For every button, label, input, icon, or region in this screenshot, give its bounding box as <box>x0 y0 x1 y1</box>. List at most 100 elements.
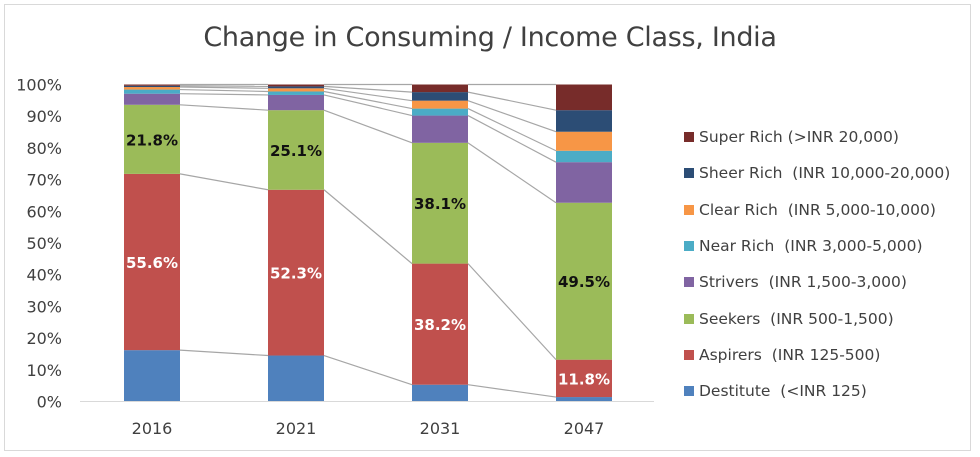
series-connector-line <box>467 100 557 133</box>
legend-item: Super Rich (>INR 20,000) <box>684 119 950 155</box>
data-label: 25.1% <box>270 142 322 160</box>
y-tick-label: 0% <box>37 393 62 412</box>
series-connector-line <box>179 86 269 89</box>
chart-frame <box>4 4 971 451</box>
series-connector-line <box>467 263 557 361</box>
series-connector-lines <box>179 83 557 398</box>
series-connector-line <box>323 90 413 110</box>
legend-item: Clear Rich (INR 5,000-10,000) <box>684 192 950 228</box>
bar-segment <box>412 115 468 143</box>
y-tick-label: 60% <box>26 202 62 221</box>
bar-segment <box>268 88 324 92</box>
series-connector-line <box>467 142 557 204</box>
series-connector-line <box>467 91 557 111</box>
series-connector-line <box>323 94 413 117</box>
bar-segment <box>412 384 468 402</box>
series-connector-line <box>179 104 269 111</box>
bar-segment <box>124 173 180 351</box>
data-label: 21.8% <box>126 131 178 149</box>
legend-item: Seekers (INR 500-1,500) <box>684 300 950 336</box>
data-label: 11.8% <box>558 370 610 388</box>
legend-label: Super Rich (>INR 20,000) <box>699 128 899 147</box>
bar-segment <box>268 84 324 87</box>
series-connector-line <box>323 85 413 93</box>
bar-segment <box>412 263 468 385</box>
legend-swatch <box>684 313 694 324</box>
series-connector-line <box>179 88 269 93</box>
data-labels: 55.6% 52.3% 38.2% 11.8% 21.8% 25.1% 38.1% 49.5% <box>126 131 610 388</box>
series-connector-line <box>323 109 413 144</box>
bar-segment <box>124 87 180 90</box>
bar-segment <box>124 89 180 94</box>
bar-segment <box>556 131 612 151</box>
bar-segment <box>556 397 612 402</box>
series-connector-line <box>179 93 269 96</box>
bar-segment <box>124 84 180 86</box>
y-tick-label: 100% <box>16 76 62 95</box>
x-tick-label: 2021 <box>276 419 317 438</box>
x-tick-label: 2016 <box>132 419 173 438</box>
y-tick-label: 70% <box>26 171 62 190</box>
bar-segment <box>268 91 324 95</box>
series-connector-line <box>179 349 269 357</box>
bar-segment <box>556 84 612 111</box>
series-connector-line <box>323 354 413 386</box>
legend-swatch <box>684 241 694 252</box>
bar-segment <box>556 150 612 163</box>
data-label: 38.2% <box>414 316 466 334</box>
legend-label: Clear Rich (INR 5,000-10,000) <box>699 200 936 219</box>
bar-segment <box>412 108 468 116</box>
bar-segment <box>268 110 324 190</box>
legend-item: Sheer Rich (INR 10,000-20,000) <box>684 155 950 191</box>
legend-item: Strivers (INR 1,500-3,000) <box>684 264 950 300</box>
series-connector-line <box>467 384 557 398</box>
y-tick-label: 10% <box>26 361 62 380</box>
bar-segment <box>412 84 468 93</box>
y-tick-label: 50% <box>26 234 62 253</box>
series-connector-line <box>467 115 557 163</box>
y-tick-label: 40% <box>26 266 62 285</box>
series-connector-line <box>179 85 269 88</box>
legend-swatch <box>684 277 694 288</box>
legend-item: Aspirers (INR 125-500) <box>684 337 950 373</box>
x-tick-label: 2031 <box>420 419 461 438</box>
data-label: 52.3% <box>270 265 322 283</box>
bar-segment <box>556 359 612 398</box>
bar-segment <box>268 189 324 356</box>
legend-label: Aspirers (INR 125-500) <box>699 345 881 364</box>
series-connector-line <box>323 189 413 265</box>
bar-segment <box>412 100 468 109</box>
bar-segment <box>268 94 324 111</box>
series-connector-line <box>179 173 269 191</box>
bar-segment <box>556 202 612 360</box>
bar-segment <box>268 86 324 89</box>
y-tick-label: 80% <box>26 139 62 158</box>
bars <box>124 84 612 402</box>
series-connector-line <box>323 87 413 102</box>
legend-item: Near Rich (INR 3,000-5,000) <box>684 228 950 264</box>
bar-segment <box>412 142 468 264</box>
x-tick-label: 2047 <box>564 419 605 438</box>
bar-segment <box>124 93 180 105</box>
bar-segment <box>124 85 180 88</box>
bar-segment <box>412 92 468 101</box>
legend-swatch <box>684 168 694 179</box>
data-label: 55.6% <box>126 254 178 272</box>
legend-item: Destitute (<INR 125) <box>684 373 950 409</box>
bar-segment <box>124 104 180 174</box>
y-tick-label: 90% <box>26 107 62 126</box>
legend-swatch <box>684 204 694 215</box>
legend-label: Near Rich (INR 3,000-5,000) <box>699 237 923 256</box>
legend-swatch <box>684 386 694 397</box>
chart-title: Change in Consuming / Income Class, Indi… <box>203 22 777 53</box>
x-axis: 2016 2021 2031 2047 <box>132 419 605 438</box>
y-tick-label: 20% <box>26 329 62 348</box>
legend-swatch <box>684 132 694 143</box>
y-tick-label: 30% <box>26 297 62 316</box>
legend: Super Rich (>INR 20,000) Sheer Rich (INR … <box>684 119 950 409</box>
legend-label: Strivers (INR 1,500-3,000) <box>699 273 907 292</box>
legend-label: Seekers (INR 500-1,500) <box>699 309 894 328</box>
bar-segment <box>124 350 180 402</box>
series-connector-line <box>467 108 557 152</box>
